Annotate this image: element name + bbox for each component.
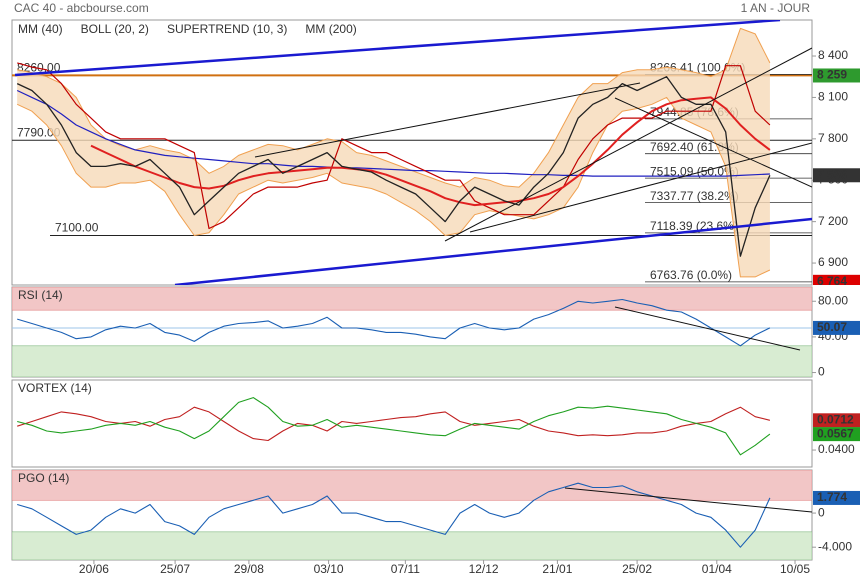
legend-entry: MM (40) bbox=[18, 22, 63, 36]
value-badge-label: 50.07 bbox=[817, 320, 847, 334]
y-tick-label: -4.000 bbox=[818, 539, 852, 553]
panel-plot bbox=[12, 287, 812, 377]
overbought-zone bbox=[12, 470, 812, 501]
price-badge bbox=[813, 274, 860, 285]
series-line bbox=[17, 482, 771, 548]
x-tick-label: 25/02 bbox=[622, 562, 652, 576]
value-badge bbox=[813, 320, 860, 335]
value-badge bbox=[813, 490, 860, 505]
series-line bbox=[16, 76, 771, 257]
trend-line bbox=[444, 47, 812, 242]
series-line bbox=[17, 27, 771, 188]
y-tick-label: 0 bbox=[818, 505, 825, 519]
fib-label: 7337.77 (38.2%) bbox=[650, 189, 739, 203]
y-tick-label: 8 400 bbox=[818, 48, 848, 62]
value-badge-label: 0.0712 bbox=[817, 412, 854, 426]
badges: 8 259 7 536 6 764 bbox=[813, 68, 860, 288]
trend-line bbox=[14, 20, 781, 77]
panel-plot bbox=[17, 397, 771, 456]
y-tick-label: 0.0400 bbox=[818, 442, 855, 456]
legend-entry: MM (200) bbox=[305, 22, 356, 36]
price-badge-label: 7 536 bbox=[817, 167, 847, 181]
x-tick-label: 21/01 bbox=[542, 562, 572, 576]
series-line bbox=[17, 62, 771, 230]
x-tick-label: 20/06 bbox=[79, 562, 109, 576]
y-tick-label: 7 800 bbox=[818, 131, 848, 145]
series-line bbox=[17, 298, 771, 347]
trend-line bbox=[614, 306, 801, 351]
trend-line bbox=[469, 142, 812, 233]
price-badge-label: 6 764 bbox=[817, 274, 847, 288]
value-badge-label: 0.0567 bbox=[817, 426, 854, 440]
y-tick-label: 8 100 bbox=[818, 90, 848, 104]
level-label: 8260.00 bbox=[17, 61, 61, 75]
panel-title: RSI (14) bbox=[18, 288, 63, 302]
legend-entry: BOLL (20, 2) bbox=[81, 22, 149, 36]
value-badge bbox=[813, 427, 860, 442]
bollinger-band bbox=[17, 28, 770, 277]
panel bbox=[11, 379, 813, 468]
series-line bbox=[90, 96, 771, 207]
panel-title: PGO (14) bbox=[18, 471, 69, 485]
fib-label: 6763.76 (0.0%) bbox=[650, 268, 732, 282]
header-period: 1 AN - JOUR bbox=[741, 1, 811, 15]
level-label: 7100.00 bbox=[55, 221, 99, 235]
trend-line bbox=[564, 487, 813, 513]
series-line bbox=[17, 397, 771, 456]
price-badge bbox=[813, 68, 860, 83]
legend-entry: SUPERTREND (10, 3) bbox=[167, 22, 287, 36]
panel-title: VORTEX (14) bbox=[18, 381, 92, 395]
series-line bbox=[16, 96, 771, 278]
overbought-zone bbox=[12, 287, 812, 311]
trend-line bbox=[614, 97, 812, 188]
trend-line bbox=[174, 217, 812, 285]
x-tick-label: 29/08 bbox=[234, 562, 264, 576]
x-tick-label: 25/07 bbox=[160, 562, 190, 576]
value-badge bbox=[813, 413, 860, 428]
header-title: CAC 40 - abcbourse.com bbox=[14, 1, 149, 15]
x-tick-label: 10/05 bbox=[780, 562, 810, 576]
oversold-zone bbox=[12, 345, 812, 377]
x-tick-label: 07/11 bbox=[391, 562, 420, 576]
series-line bbox=[16, 89, 770, 177]
y-tick-label: 0 bbox=[818, 365, 825, 379]
y-tick-label: 80.00 bbox=[818, 293, 848, 307]
y-tick-label: 6 900 bbox=[818, 255, 848, 269]
price-badge-label: 8 259 bbox=[817, 68, 847, 82]
x-tick-label: 12/12 bbox=[469, 562, 499, 576]
x-tick-label: 01/04 bbox=[702, 562, 732, 576]
oversold-zone bbox=[12, 531, 812, 560]
y-tick-label: 7 200 bbox=[818, 214, 848, 228]
price-badge bbox=[813, 168, 860, 183]
trend-line bbox=[254, 82, 641, 158]
panel-plot bbox=[12, 470, 812, 560]
value-badge-label: 1.774 bbox=[817, 490, 847, 504]
x-tick-label: 03/10 bbox=[314, 562, 344, 576]
